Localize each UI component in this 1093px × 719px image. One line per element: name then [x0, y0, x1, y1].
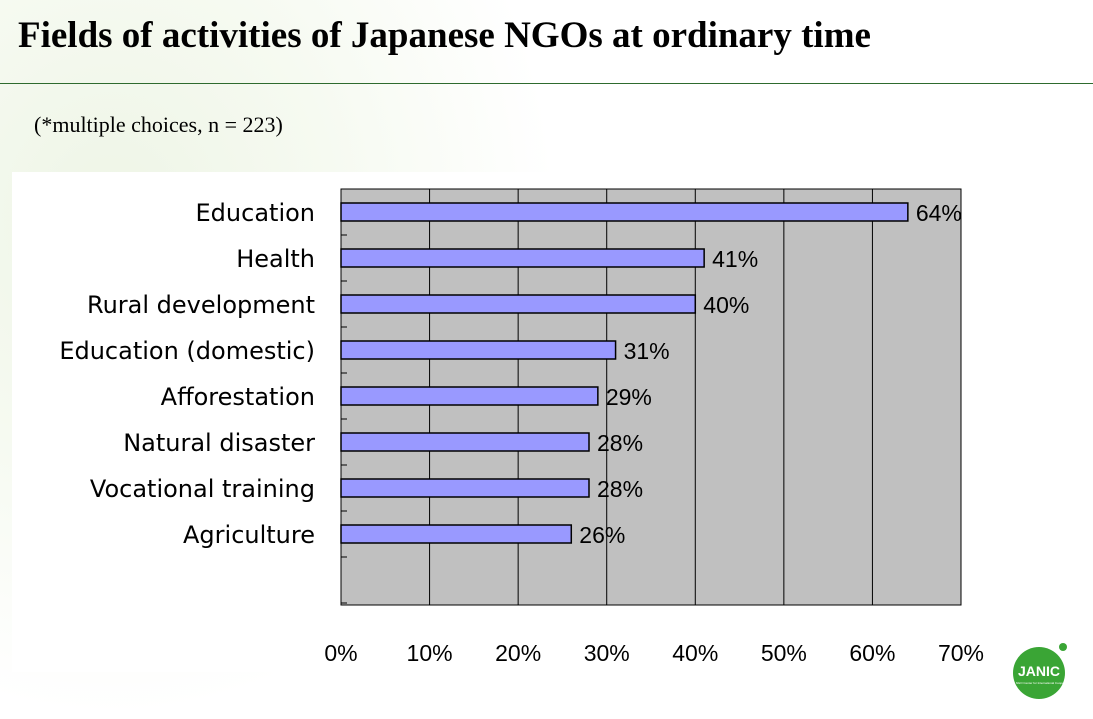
bar — [340, 248, 705, 268]
logo-tagline: Japan NGO Center for International Coope… — [1010, 681, 1072, 685]
x-tick-label: 40% — [672, 640, 718, 666]
value-label: 26% — [579, 522, 625, 548]
bar — [340, 340, 617, 360]
chart-panel: Education 64% Health 41% Rural development 40… — [12, 172, 1012, 672]
bar — [340, 478, 590, 498]
value-label: 41% — [712, 246, 758, 272]
bar — [340, 432, 590, 452]
chart-subtitle: (*multiple choices, n = 223) — [34, 112, 283, 137]
x-tick-label: 60% — [849, 640, 895, 666]
x-tick-label: 0% — [324, 640, 357, 666]
bar-chart: Education 64% Health 41% Rural development 40… — [59, 188, 984, 666]
x-tick-label: 10% — [407, 640, 453, 666]
category-label: Agriculture — [183, 521, 315, 549]
value-label: 31% — [624, 338, 670, 364]
category-label: Afforestation — [161, 383, 315, 411]
category-label: Vocational training — [90, 475, 315, 503]
x-tick-label: 70% — [938, 640, 984, 666]
value-label: 28% — [597, 476, 643, 502]
bar — [340, 294, 697, 314]
bar — [340, 524, 573, 544]
category-label: Natural disaster — [123, 429, 315, 457]
value-label: 64% — [916, 200, 962, 226]
category-label: Education — [196, 199, 315, 227]
category-label: Education (domestic) — [59, 337, 315, 365]
value-label: 40% — [703, 292, 749, 318]
logo-circle — [1013, 647, 1065, 699]
x-tick-label: 30% — [584, 640, 630, 666]
category-label: Rural development — [87, 291, 315, 319]
value-label: 28% — [597, 430, 643, 456]
page-title: Fields of activities of Japanese NGOs at… — [18, 15, 871, 56]
x-tick-label: 20% — [495, 640, 541, 666]
bar — [340, 386, 599, 406]
x-tick-label: 50% — [761, 640, 807, 666]
title-divider — [0, 83, 1093, 84]
logo-text: JANIC — [1018, 663, 1060, 679]
logo-dot — [1059, 643, 1067, 651]
bar — [340, 202, 909, 222]
value-label: 29% — [606, 384, 652, 410]
janic-logo: JANIC Japan NGO Center for International… — [1010, 643, 1072, 699]
category-label: Health — [236, 245, 315, 273]
